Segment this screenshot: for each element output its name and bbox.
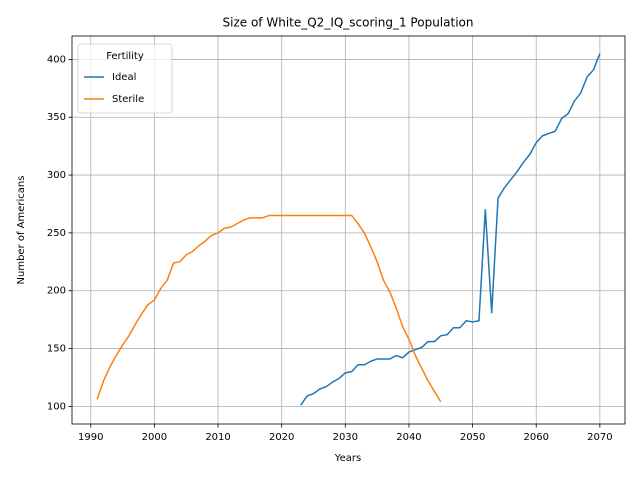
series-line	[300, 53, 601, 406]
legend-title: Fertility	[106, 51, 144, 62]
y-tick-label: 200	[47, 286, 66, 297]
x-tick-label: 2030	[333, 432, 358, 443]
y-tick-label: 100	[47, 401, 66, 412]
legend-box	[77, 43, 173, 114]
legend-label: Ideal	[112, 72, 136, 83]
y-tick-label: 350	[47, 112, 66, 123]
series-line	[96, 214, 442, 403]
x-tick-label: 2060	[524, 432, 549, 443]
x-tick-label: 1990	[78, 432, 103, 443]
y-axis-label: Number of Americans	[16, 176, 27, 285]
x-axis-label: Years	[334, 453, 361, 464]
y-tick-label: 250	[47, 228, 66, 239]
chart-title: Size of White_Q2_IQ_scoring_1 Population	[223, 16, 474, 30]
x-tick-label: 2020	[269, 432, 294, 443]
plot-frame	[71, 35, 626, 425]
x-tick-label: 2040	[396, 432, 421, 443]
x-tick-label: 2010	[205, 432, 230, 443]
x-tick-label: 2070	[587, 432, 612, 443]
legend-label: Sterile	[112, 94, 144, 105]
x-tick-label: 2050	[460, 432, 485, 443]
y-tick-label: 400	[47, 54, 66, 65]
y-tick-label: 300	[47, 170, 66, 181]
x-tick-label: 2000	[142, 432, 167, 443]
y-tick-label: 150	[47, 344, 66, 355]
